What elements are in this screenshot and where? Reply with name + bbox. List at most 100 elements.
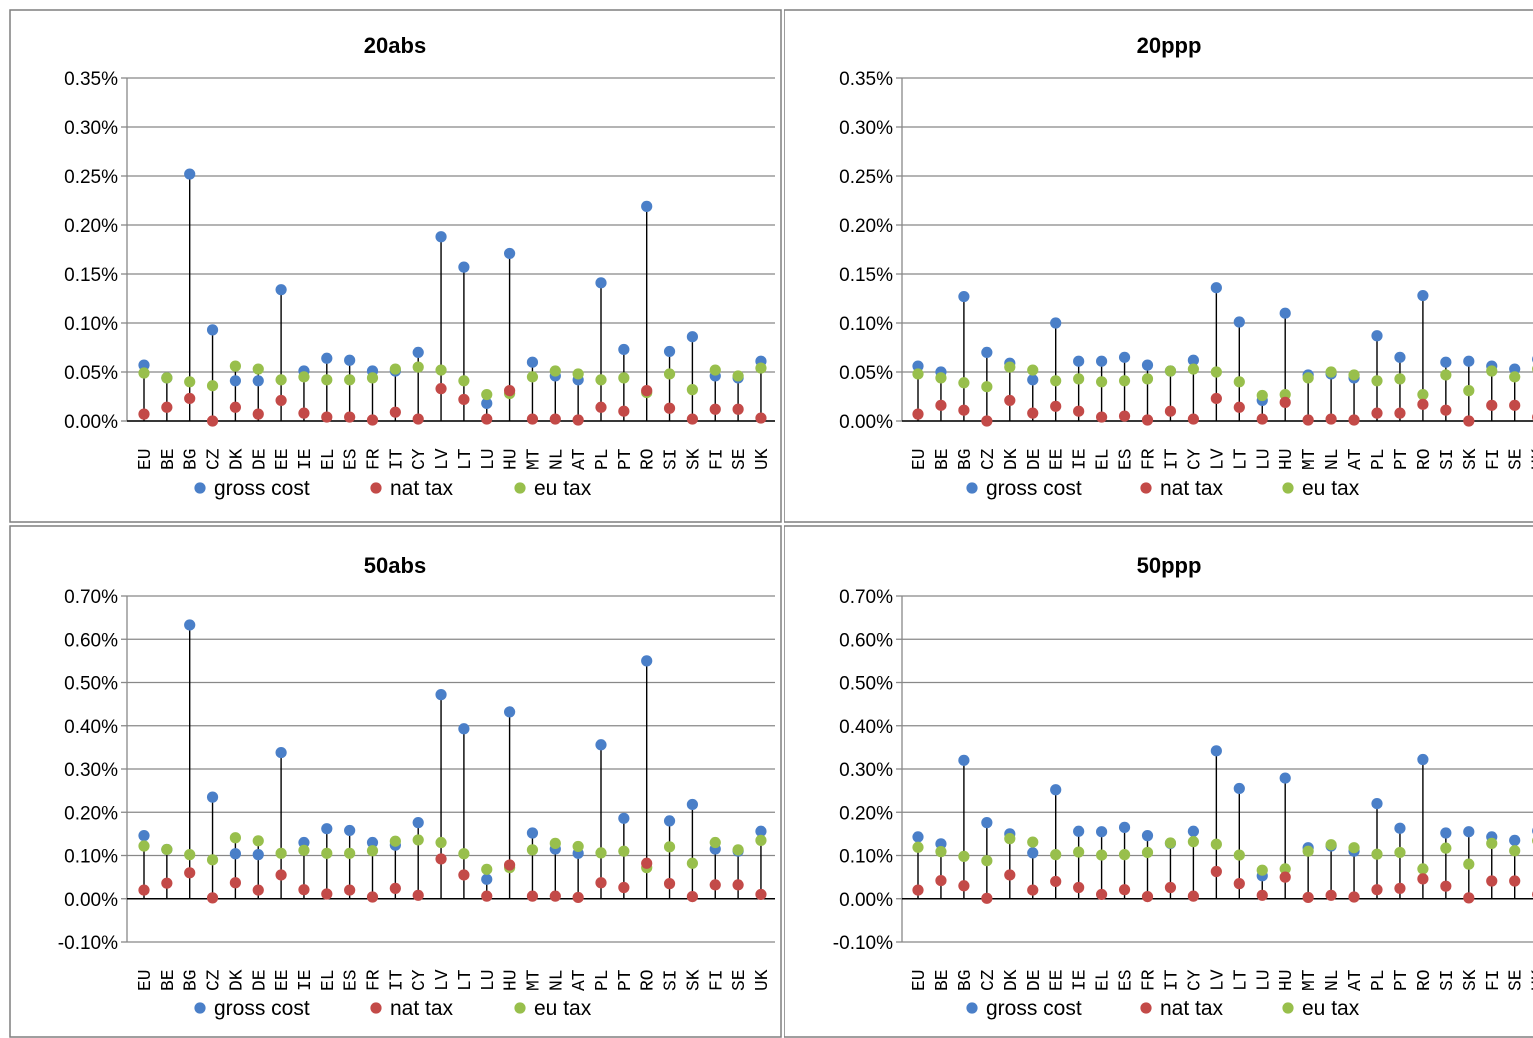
point-eu-tax-CY: [1187, 363, 1199, 375]
x-tick-label: MT: [1300, 448, 1320, 470]
x-tick-label: BG: [182, 969, 202, 991]
point-eu-tax-NL: [549, 837, 561, 849]
chart-title: 50abs: [364, 553, 426, 578]
point-eu-tax-PT: [618, 372, 630, 384]
x-tick-label: EU: [136, 448, 156, 470]
point-gross-cost-HU: [504, 706, 516, 718]
point-eu-tax-LV: [435, 836, 447, 849]
point-eu-tax-AT: [572, 368, 584, 380]
point-nat-tax-ES: [344, 411, 356, 423]
point-eu-tax-BE: [161, 372, 173, 384]
y-tick-label: 0.10%: [839, 314, 893, 335]
x-tick-label: PT: [1392, 969, 1412, 991]
point-eu-tax-SK: [1463, 858, 1475, 870]
point-eu-tax-SE: [1509, 371, 1521, 383]
point-nat-tax-LV: [1210, 865, 1222, 878]
point-nat-tax-PT: [618, 405, 630, 417]
x-tick-label: MT: [524, 448, 544, 470]
point-nat-tax-SI: [663, 878, 676, 890]
y-tick-label: 0.10%: [64, 847, 118, 868]
x-tick-label: DK: [1002, 969, 1022, 991]
x-tick-label: HU: [502, 448, 522, 470]
point-gross-cost-ES: [344, 824, 356, 837]
point-eu-tax-PT: [1394, 846, 1406, 859]
point-nat-tax-UK: [755, 888, 767, 901]
y-tick-label: 0.70%: [839, 587, 893, 608]
y-tick-label: 0.60%: [839, 630, 893, 651]
point-gross-cost-PT: [1394, 351, 1406, 363]
point-gross-cost-SK: [686, 331, 699, 343]
x-tick-label: RO: [1415, 969, 1435, 991]
legend-marker-nat-tax: [1140, 1002, 1152, 1014]
legend-label: nat tax: [390, 477, 454, 500]
point-gross-cost-SK: [686, 798, 699, 811]
chart-svg: 20abs 0.00% 0.05% 0.10% 0.15% 0.20% 0.25% 0.30%…: [9, 9, 782, 523]
legend-label: nat tax: [390, 997, 454, 1020]
point-nat-tax-CY: [412, 889, 424, 901]
point-eu-tax-IT: [389, 363, 401, 375]
x-tick-label: PT: [1392, 448, 1412, 470]
x-tick-label: DK: [227, 448, 247, 470]
y-tick-label: 0.30%: [64, 760, 118, 781]
point-gross-cost-BG: [184, 619, 196, 631]
point-eu-tax-FI: [1486, 837, 1498, 849]
y-tick-label: 0.00%: [64, 890, 118, 911]
point-gross-cost-CY: [1187, 354, 1199, 366]
point-nat-tax-BG: [958, 880, 970, 892]
point-nat-tax-LT: [458, 393, 470, 406]
point-eu-tax-ES: [1118, 849, 1131, 861]
chart-panel-50abs: 50abs -0.10% 0.00% 0.10% 0.20% 0.30% 0.40% 0.50…: [0, 525, 782, 1038]
point-eu-tax-LT: [1233, 849, 1245, 861]
point-eu-tax-RO: [1417, 863, 1429, 875]
x-tick-label: IE: [1071, 969, 1091, 991]
point-nat-tax-DE: [252, 408, 264, 420]
point-nat-tax-CZ: [981, 415, 993, 427]
legend-label: eu tax: [534, 997, 592, 1020]
point-gross-cost-PT: [1394, 822, 1406, 834]
point-eu-tax-BG: [184, 849, 196, 861]
legend-label: eu tax: [534, 477, 592, 500]
point-nat-tax-AT: [1348, 891, 1360, 903]
y-tick-label: 0.50%: [839, 674, 893, 695]
x-tick-label: FI: [707, 448, 727, 470]
x-tick-label: IT: [387, 969, 407, 991]
x-tick-label: LT: [456, 448, 476, 470]
y-tick-label: -0.10%: [833, 933, 893, 954]
point-eu-tax-EU: [912, 841, 924, 853]
x-tick-label: ES: [1117, 448, 1137, 470]
point-eu-tax-PL: [595, 847, 607, 859]
chart-panel-50ppp: 50ppp -0.10% 0.00% 0.10% 0.20% 0.30% 0.40% 0.50…: [784, 525, 1533, 1038]
x-tick-label: IE: [296, 448, 316, 470]
point-eu-tax-IT: [1164, 837, 1177, 849]
chart-title: 50ppp: [1137, 553, 1202, 578]
point-eu-tax-SK: [686, 857, 699, 869]
y-tick-label: 0.00%: [839, 412, 893, 433]
point-nat-tax-LV: [1210, 392, 1222, 405]
point-eu-tax-SE: [1509, 845, 1521, 857]
point-eu-tax-FR: [366, 372, 379, 384]
point-eu-tax-AT: [572, 840, 584, 853]
legend-label: gross cost: [986, 997, 1082, 1020]
x-tick-label: CZ: [205, 448, 225, 470]
y-tick-label: 0.25%: [839, 167, 893, 188]
point-nat-tax-CY: [412, 413, 424, 425]
point-gross-cost-ES: [1118, 351, 1131, 363]
point-eu-tax-DE: [1027, 836, 1039, 848]
point-eu-tax-SE: [732, 844, 744, 856]
legend-label: gross cost: [986, 477, 1082, 500]
y-tick-label: 0.40%: [64, 717, 118, 738]
point-gross-cost-CY: [1187, 825, 1199, 837]
point-eu-tax-SI: [663, 841, 676, 853]
point-gross-cost-PT: [618, 343, 630, 356]
legend-label: eu tax: [1302, 997, 1360, 1020]
point-nat-tax-PT: [1394, 882, 1406, 894]
point-eu-tax-ES: [344, 847, 356, 859]
point-gross-cost-IE: [298, 836, 310, 849]
point-gross-cost-EE: [275, 746, 287, 759]
point-eu-tax-LU: [481, 388, 493, 401]
point-nat-tax-CY: [1187, 890, 1199, 902]
x-tick-label: EL: [319, 448, 339, 470]
x-tick-label: FI: [1484, 969, 1504, 991]
point-gross-cost-IE: [1073, 825, 1085, 837]
point-eu-tax-PL: [595, 374, 607, 386]
